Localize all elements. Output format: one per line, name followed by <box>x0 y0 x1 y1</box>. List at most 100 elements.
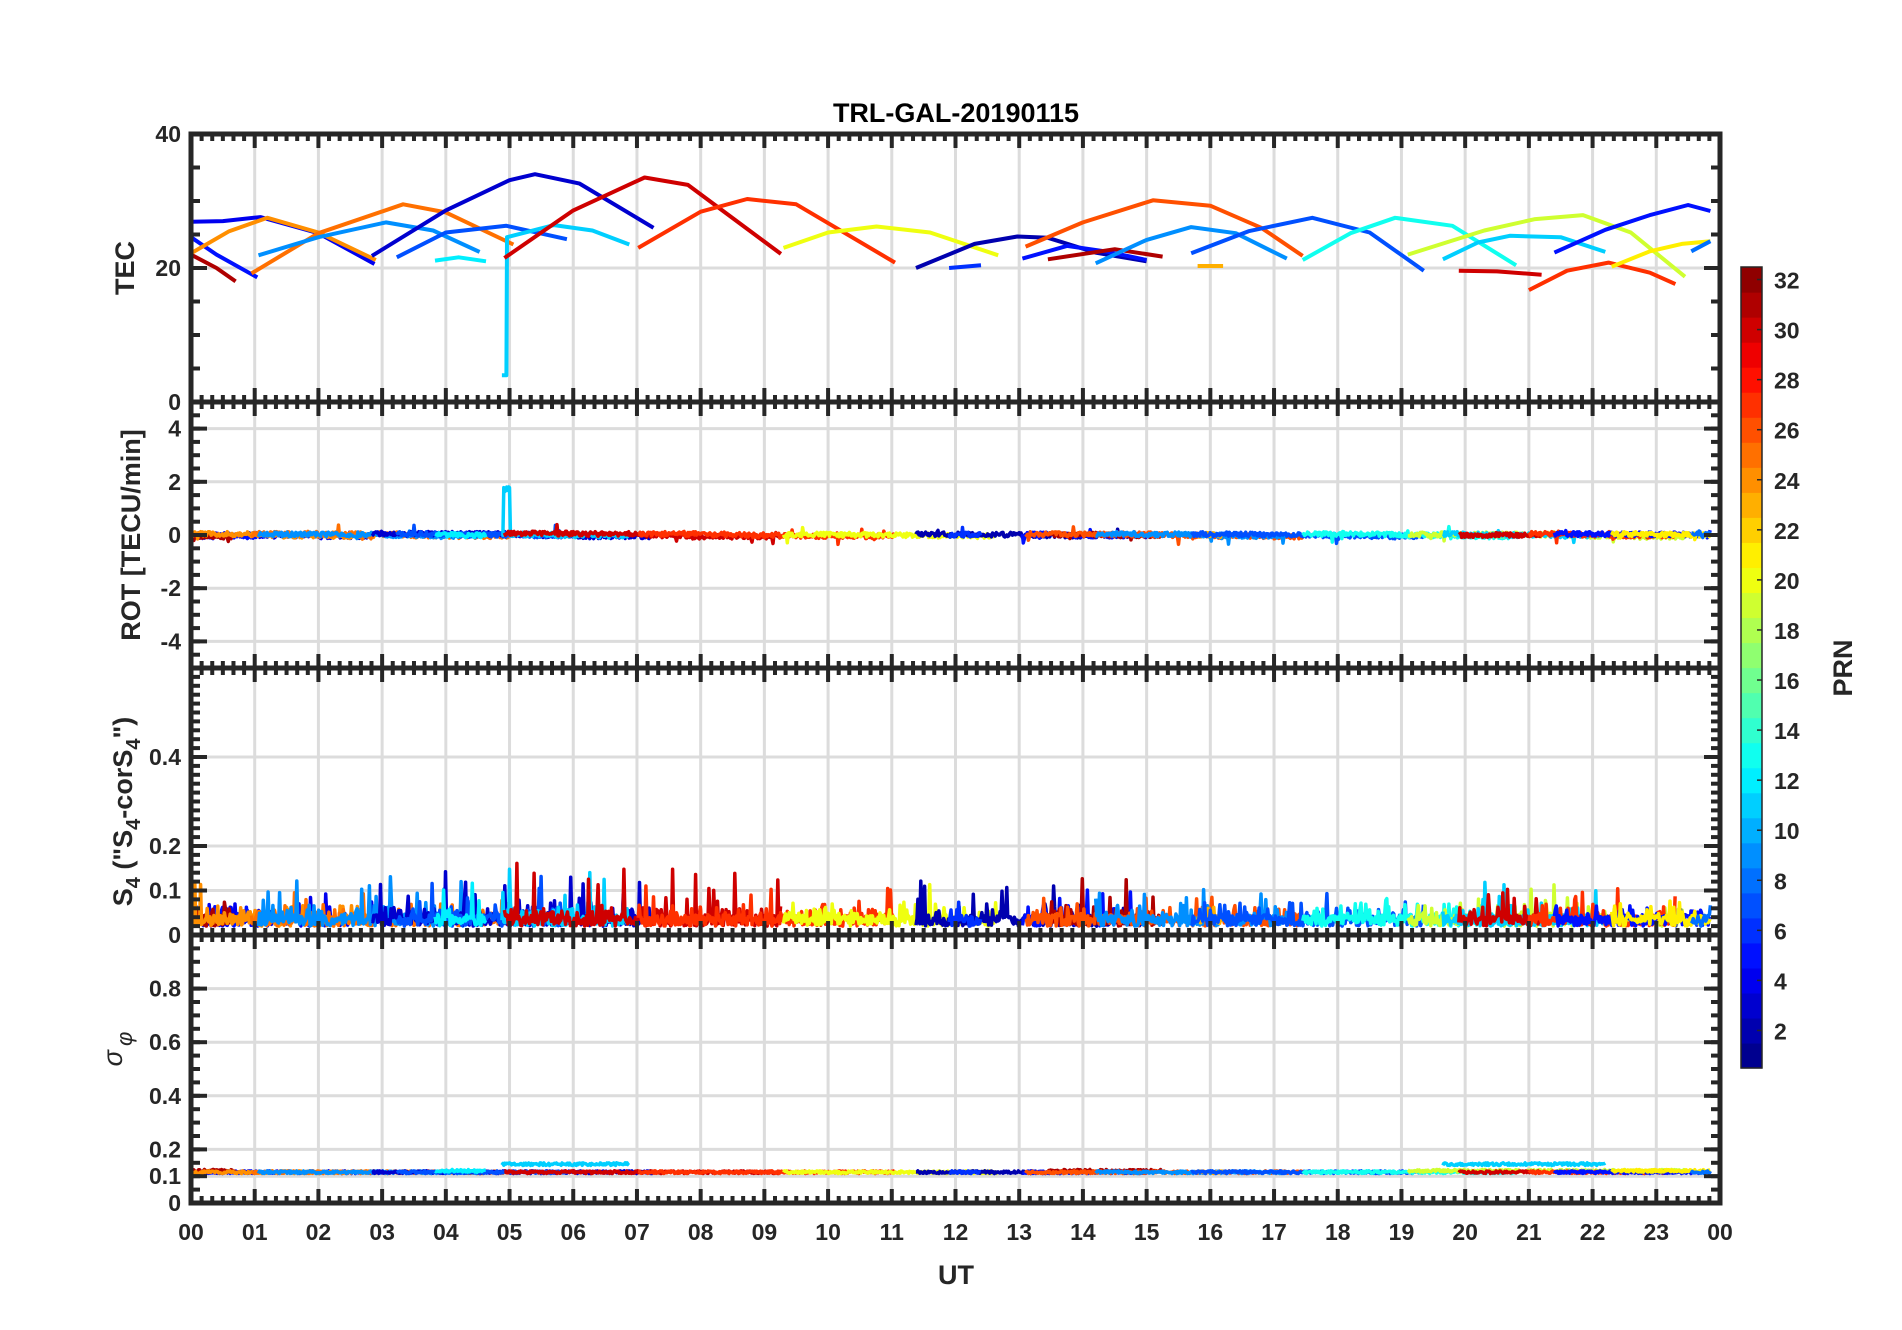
y-label-part: -corS <box>108 750 138 819</box>
colorbar-swatch <box>1741 692 1762 719</box>
data-layer <box>191 172 1713 1176</box>
tec-series-prn-5 <box>1553 203 1711 255</box>
grid-layer <box>191 134 1720 1203</box>
y-axis-label: S4 ("S4-corS4") <box>108 717 145 907</box>
rot-series-prn-30 <box>1457 530 1543 540</box>
y-label-subscript: 4 <box>123 738 145 750</box>
colorbar-swatch <box>1741 492 1762 518</box>
y-tick-label: 0.6 <box>149 1029 181 1055</box>
tec-series-prn-25 <box>250 202 515 276</box>
y-tick-label: 40 <box>155 121 181 147</box>
colorbar-swatch <box>1741 717 1762 744</box>
colorbar-swatch <box>1741 592 1762 619</box>
x-tick-label: 03 <box>369 1219 395 1245</box>
rot-series-prn-12 <box>434 530 488 540</box>
y-tick-label: -4 <box>161 628 182 654</box>
colorbar-swatch <box>1741 817 1762 844</box>
y-tick-label: 2 <box>168 469 181 495</box>
colorbar-swatch <box>1741 292 1762 318</box>
x-tick-label: 14 <box>1070 1219 1096 1245</box>
y-axis-label: TEC <box>110 241 140 295</box>
y-tick-label: 0.2 <box>149 833 181 859</box>
colorbar-swatch <box>1741 317 1762 343</box>
y-label-subscript: 4 <box>123 818 145 830</box>
sigma-series-prn-6 <box>948 1169 982 1176</box>
rot-series-prn-6 <box>947 525 983 539</box>
x-tick-label: 17 <box>1261 1219 1287 1245</box>
colorbar-swatch <box>1741 1042 1762 1069</box>
colorbar-swatch <box>1741 742 1762 769</box>
colorbar-tick-label: 28 <box>1774 368 1800 394</box>
y-tick-label: 20 <box>155 255 181 281</box>
y-axis-label: σφ <box>98 1032 137 1067</box>
y-label-part: σ <box>98 1048 128 1066</box>
colorbar-swatch <box>1741 667 1762 694</box>
colorbar-tick-label: 2 <box>1774 1018 1787 1044</box>
colorbar-swatch <box>1741 967 1762 994</box>
tec-series-prn-21 <box>1610 239 1711 269</box>
tec-series-prn-27 <box>1527 260 1677 292</box>
tec-series-prn-8 <box>1690 239 1712 254</box>
x-tick-label: 18 <box>1325 1219 1351 1245</box>
y-label-part: ("S <box>108 830 138 877</box>
colorbar-swatch <box>1741 442 1762 468</box>
tec-series-prn-13 <box>1301 215 1518 267</box>
x-tick-label: 00 <box>178 1219 204 1245</box>
colorbar-tick-label: 14 <box>1774 718 1800 744</box>
tec-series-prn-30 <box>1458 268 1542 277</box>
colorbar-swatch <box>1741 367 1762 393</box>
colorbar-tick-label: 26 <box>1774 418 1800 444</box>
x-tick-label: 10 <box>815 1219 841 1245</box>
colorbar-swatch <box>1741 942 1762 969</box>
s4-series-prn-6 <box>947 900 983 928</box>
x-tick-label: 16 <box>1198 1219 1224 1245</box>
axis-layer <box>188 131 1723 1206</box>
colorbar-tick-label: 4 <box>1774 968 1787 994</box>
y-tick-label: 0 <box>168 1190 181 1216</box>
y-label-subscript: φ <box>112 1032 137 1046</box>
y-tick-label: 0.8 <box>149 976 181 1002</box>
colorbar-swatch <box>1741 392 1762 418</box>
colorbar-tick-label: 22 <box>1774 518 1800 544</box>
x-tick-label: 01 <box>242 1219 268 1245</box>
colorbar-tick-label: 32 <box>1774 268 1800 294</box>
tec-series-prn-3 <box>370 172 655 258</box>
colorbar-swatch <box>1741 517 1762 543</box>
tec-series-prn-7 <box>395 223 568 260</box>
tec-series-prn-5 <box>1021 243 1148 262</box>
tec-series-prn-31 <box>191 252 237 284</box>
colorbar-tick-label: 24 <box>1774 468 1800 494</box>
colorbar-tick-label: 16 <box>1774 668 1800 694</box>
colorbar-swatch <box>1741 417 1762 443</box>
sigma-series-prn-8 <box>1689 1169 1712 1176</box>
x-tick-label: 07 <box>624 1219 650 1245</box>
x-tick-label: 05 <box>497 1219 523 1245</box>
x-tick-label: 22 <box>1580 1219 1606 1245</box>
colorbar-swatch <box>1741 767 1762 794</box>
x-tick-label: 11 <box>880 1219 905 1245</box>
colorbar-swatch <box>1741 867 1762 894</box>
colorbar-label: PRN <box>1828 639 1858 696</box>
x-tick-label: 19 <box>1389 1219 1415 1245</box>
tec-series-prn-20 <box>782 224 999 258</box>
tec-series-prn-5 <box>191 235 259 280</box>
colorbar-swatch <box>1741 917 1762 944</box>
sigma-series-prn-12 <box>434 1167 487 1174</box>
y-tick-label: -2 <box>161 575 181 601</box>
colorbar-swatch <box>1741 567 1762 594</box>
chart-title: TRL-GAL-20190115 <box>833 98 1079 128</box>
tec-series-prn-6 <box>948 263 982 270</box>
x-tick-label: 23 <box>1643 1219 1669 1245</box>
x-tick-label: 15 <box>1134 1219 1160 1245</box>
y-tick-label: 0.1 <box>149 878 181 904</box>
colorbar-swatch <box>1741 542 1762 568</box>
colorbar-swatch <box>1741 342 1762 368</box>
y-tick-label: 4 <box>168 416 181 442</box>
tec-series-prn-19 <box>1407 213 1687 279</box>
colorbar-frame <box>1740 266 1763 1069</box>
x-tick-label: 02 <box>306 1219 332 1245</box>
tec-series-prn-9 <box>257 220 481 258</box>
colorbar-tick-label: 18 <box>1774 618 1800 644</box>
